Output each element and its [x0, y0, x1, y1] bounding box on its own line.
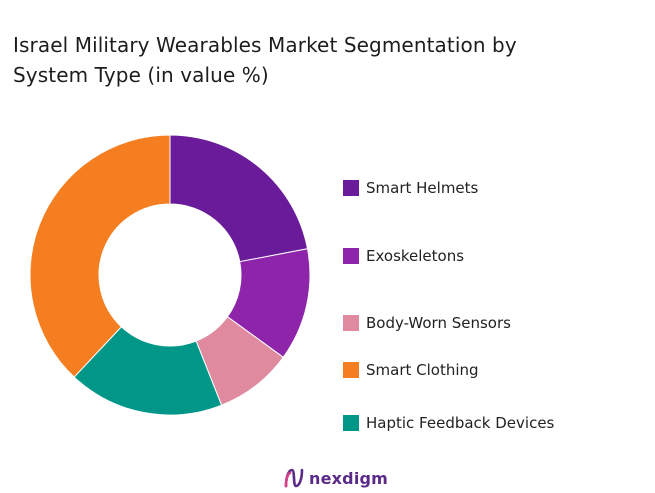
legend-swatch [343, 248, 359, 264]
legend-label: Smart Clothing [366, 361, 479, 379]
legend-item: Exoskeletons [343, 246, 623, 266]
donut-slice-smart-helmets [169, 134, 309, 263]
nexdigm-logo: nexdigm [283, 466, 388, 490]
legend-label: Exoskeletons [366, 247, 465, 265]
nexdigm-logo-icon [284, 468, 304, 488]
legend-item: Smart Helmets [343, 178, 623, 198]
chart-title-line-2: System Type (in value %) [13, 63, 269, 87]
donut-slice-haptic-feedback-devices [73, 326, 223, 416]
legend-swatch [343, 415, 359, 431]
legend-item: Haptic Feedback Devices [343, 413, 623, 433]
legend-label: Body-Worn Sensors [366, 314, 511, 332]
chart-title: Israel Military Wearables Market Segment… [13, 30, 613, 90]
nexdigm-logo-text: nexdigm [309, 468, 389, 488]
legend-swatch [343, 315, 359, 331]
donut-slice-smart-clothing [29, 134, 171, 378]
legend-swatch [343, 362, 359, 378]
legend-label: Haptic Feedback Devices [366, 414, 555, 432]
legend-swatch [343, 180, 359, 196]
legend-label: Smart Helmets [366, 179, 479, 197]
chart-title-line-1: Israel Military Wearables Market Segment… [13, 33, 517, 57]
legend-item: Smart Clothing [343, 360, 623, 380]
legend-item: Body-Worn Sensors [343, 313, 623, 333]
